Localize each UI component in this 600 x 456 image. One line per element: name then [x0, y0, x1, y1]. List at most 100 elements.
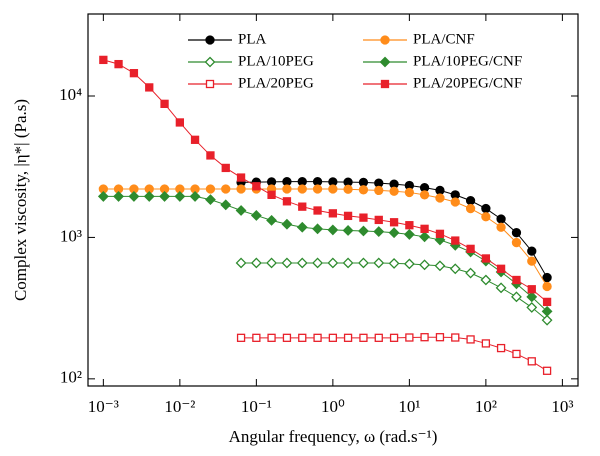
data-point [420, 224, 429, 233]
data-point [481, 339, 491, 348]
x-tick-label: 10⁻² [164, 397, 195, 416]
data-point [282, 197, 292, 206]
data-point [374, 185, 384, 196]
data-point [312, 257, 323, 269]
data-point [511, 291, 522, 303]
data-point [159, 190, 170, 202]
data-point [113, 190, 124, 202]
legend-label: PLA/10PEG/CNF [413, 53, 522, 69]
data-point [359, 333, 368, 342]
data-point [235, 205, 247, 216]
x-tick-label: 10⁻³ [88, 397, 119, 416]
data-point [449, 263, 461, 275]
data-point [160, 99, 169, 108]
data-point [405, 333, 414, 342]
data-point [358, 257, 369, 269]
data-point [205, 194, 216, 206]
y-tick-label: 10³ [60, 226, 82, 245]
data-point [480, 274, 492, 286]
data-point [450, 197, 460, 207]
data-point [343, 211, 353, 221]
data-point [312, 184, 323, 194]
data-point [328, 209, 338, 218]
data-point [389, 186, 399, 196]
data-point [221, 184, 231, 194]
data-point [267, 190, 276, 199]
data-point [296, 257, 308, 269]
data-point [527, 246, 537, 256]
data-point [403, 258, 415, 270]
legend-label: PLA [238, 31, 267, 47]
data-point [496, 343, 506, 353]
data-point [403, 229, 415, 240]
data-point [420, 333, 429, 342]
data-point [542, 272, 552, 283]
data-point [359, 213, 368, 222]
data-point [404, 187, 415, 198]
data-point [388, 227, 400, 239]
data-point [373, 226, 385, 237]
data-point [252, 182, 261, 191]
plot-frame [87, 13, 579, 387]
legend-label: PLA/CNF [413, 31, 475, 47]
data-point [435, 333, 445, 342]
legend-marker [380, 79, 390, 89]
data-point [190, 135, 200, 144]
x-tick-label: 10¹ [398, 397, 420, 416]
data-point [374, 333, 383, 342]
data-point [389, 333, 399, 342]
legend-label: PLA/10PEG [238, 53, 314, 69]
data-point [435, 193, 445, 203]
data-point [250, 210, 262, 221]
data-point [419, 190, 430, 200]
data-point [481, 203, 491, 214]
data-point [481, 254, 491, 263]
data-point [174, 190, 186, 202]
data-point [466, 244, 475, 254]
data-point [512, 275, 521, 285]
data-point [465, 203, 476, 214]
data-point [496, 222, 506, 232]
data-point [465, 195, 476, 206]
data-point [114, 59, 123, 69]
data-point [389, 218, 399, 227]
x-tick-label: 10⁻¹ [241, 397, 272, 416]
data-point [342, 225, 354, 236]
data-point [145, 83, 154, 92]
data-point [296, 221, 308, 233]
data-point [495, 282, 507, 294]
data-point [373, 257, 385, 269]
x-axis-label: Angular frequency, ω (rad.s⁻¹) [229, 427, 438, 446]
data-point [358, 225, 369, 237]
data-point [526, 301, 538, 313]
data-point [206, 151, 215, 160]
data-point [435, 185, 445, 196]
legend-marker [205, 35, 215, 45]
data-point [451, 236, 460, 245]
data-point [526, 291, 538, 303]
data-point [542, 297, 552, 307]
data-point [282, 184, 292, 194]
data-point [220, 199, 232, 211]
data-point [434, 260, 446, 272]
data-point [465, 267, 476, 279]
data-point [252, 333, 261, 342]
legend-label: PLA/20PEG/CNF [413, 75, 522, 91]
data-point [250, 257, 262, 269]
data-point [267, 333, 276, 342]
data-point [328, 184, 338, 194]
data-point [405, 221, 414, 230]
y-tick-label: 10² [60, 368, 82, 387]
x-tick-label: 10⁰ [321, 397, 345, 416]
data-point [388, 257, 400, 269]
series-line [241, 336, 548, 372]
legend-marker [379, 56, 391, 68]
data-point [466, 335, 475, 344]
data-point [128, 190, 140, 202]
data-point [221, 163, 230, 173]
x-tick-label: 10³ [551, 397, 573, 416]
x-tick-label: 10² [475, 397, 497, 416]
data-point [435, 229, 445, 238]
data-point [235, 257, 247, 269]
